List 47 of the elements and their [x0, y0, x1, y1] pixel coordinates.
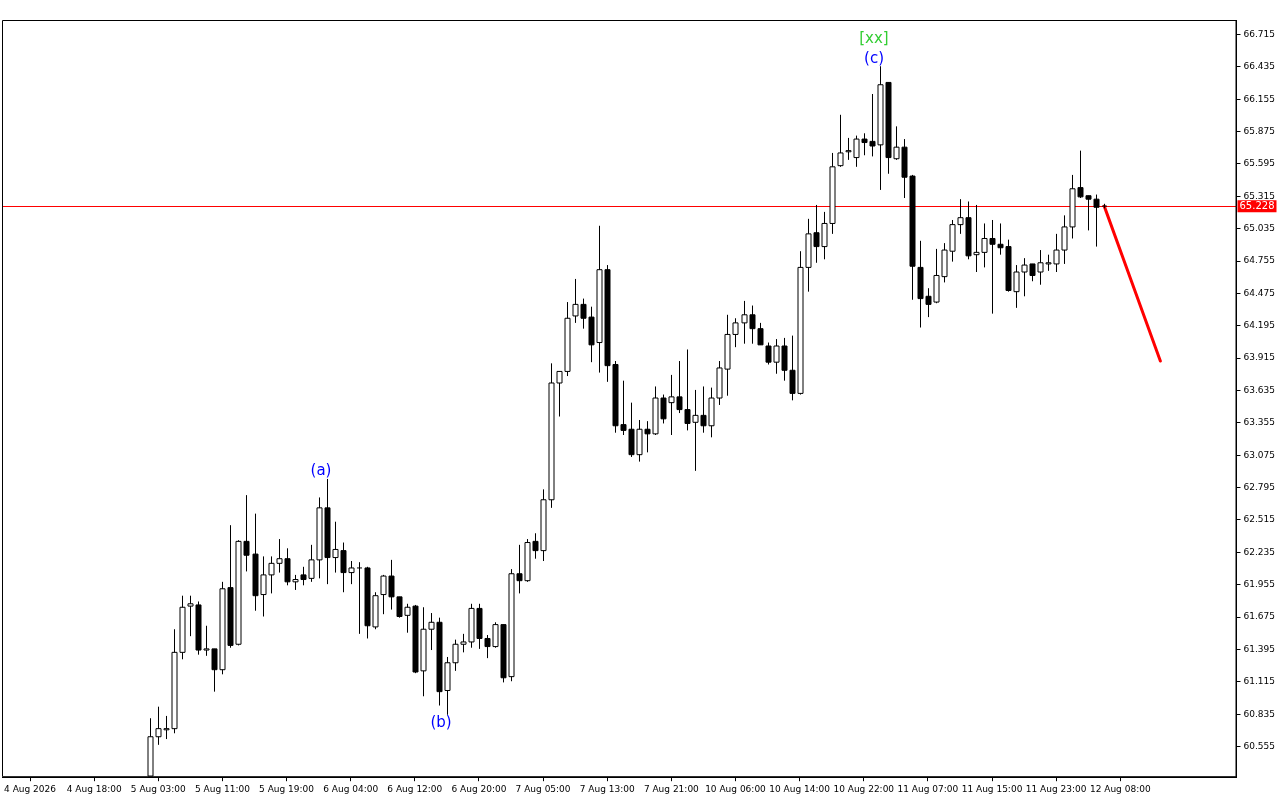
x-tick-label: 10 Aug 22:00 [833, 783, 895, 794]
y-tick-label: 62.515 [1243, 514, 1276, 525]
y-tick-label: 64.195 [1243, 320, 1276, 331]
x-tick-label: 6 Aug 12:00 [387, 783, 443, 794]
x-tick-label: 7 Aug 21:00 [643, 783, 700, 794]
x-tick-label: 11 Aug 07:00 [897, 783, 959, 794]
y-tick-label: 66.155 [1243, 93, 1276, 104]
x-tick-label: 6 Aug 20:00 [451, 783, 507, 794]
y-tick-label: 60.555 [1243, 740, 1276, 751]
y-tick-label: 60.835 [1243, 708, 1276, 719]
y-tick-label: 62.795 [1243, 481, 1276, 492]
annotation: (b) [430, 712, 452, 731]
x-tick-label: 7 Aug 05:00 [515, 783, 571, 794]
y-tick-label: 63.915 [1243, 352, 1276, 363]
ref-line-label: 65.228 [1239, 199, 1275, 211]
annotation: (c) [864, 48, 884, 67]
x-tick-label: 5 Aug 11:00 [194, 783, 251, 794]
y-tick-label: 65.595 [1243, 158, 1276, 169]
y-tick-label: 65.035 [1243, 223, 1276, 234]
x-tick-label: 5 Aug 19:00 [259, 783, 315, 794]
x-tick-label: 7 Aug 13:00 [579, 783, 635, 794]
y-tick-label: 62.235 [1243, 546, 1276, 557]
x-tick-label: 4 Aug 2026 [4, 783, 57, 794]
y-tick-label: 64.755 [1243, 255, 1276, 266]
y-tick-label: 61.955 [1243, 579, 1276, 590]
y-tick-label: 61.115 [1243, 676, 1276, 687]
y-tick-label: 66.715 [1243, 28, 1276, 39]
x-tick-label: 11 Aug 15:00 [961, 783, 1023, 794]
y-tick-label: 61.675 [1243, 611, 1276, 622]
y-tick-label: 64.475 [1243, 287, 1276, 298]
y-tick-label: 63.355 [1243, 417, 1276, 428]
x-tick-label: 11 Aug 23:00 [1025, 783, 1087, 794]
annotation: (a) [310, 460, 332, 479]
annotation: [xx] [859, 28, 889, 47]
y-tick-label: 65.875 [1243, 125, 1276, 136]
x-tick-label: 10 Aug 06:00 [705, 783, 767, 794]
x-tick-label: 12 Aug 08:00 [1089, 783, 1151, 794]
x-tick-label: 10 Aug 14:00 [769, 783, 831, 794]
y-tick-label: 63.075 [1243, 449, 1276, 460]
y-tick-label: 65.315 [1243, 190, 1276, 201]
candlestick [356, 561, 363, 635]
x-tick-label: 4 Aug 18:00 [66, 783, 122, 794]
x-tick-label: 6 Aug 04:00 [323, 783, 379, 794]
y-tick-label: 61.395 [1243, 643, 1276, 654]
y-tick-label: 63.635 [1243, 384, 1276, 395]
y-tick-label: 66.435 [1243, 61, 1276, 72]
x-tick-label: 5 Aug 03:00 [130, 783, 187, 794]
